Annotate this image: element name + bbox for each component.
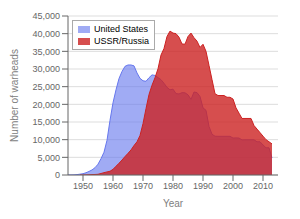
svg-text:2010: 2010 [253,181,273,191]
svg-text:Year: Year [163,198,184,209]
svg-text:Number of warheads: Number of warheads [9,49,20,142]
html-text:USSR/Russia: USSR/Russia [94,36,149,46]
svg-text:35,000: 35,000 [32,47,60,57]
html-text:United States: United States [94,24,148,34]
svg-text:15,000: 15,000 [32,117,60,127]
svg-text:1980: 1980 [163,181,183,191]
svg-text:1950: 1950 [73,181,93,191]
svg-text:25,000: 25,000 [32,82,60,92]
svg-text:5,000: 5,000 [37,153,60,163]
svg-text:1990: 1990 [193,181,213,191]
svg-text:1960: 1960 [103,181,123,191]
svg-text:45,000: 45,000 [32,11,60,21]
svg-text:40,000: 40,000 [32,29,60,39]
svg-text:0: 0 [55,170,60,180]
svg-text:10,000: 10,000 [32,135,60,145]
svg-text:2000: 2000 [223,181,243,191]
svg-text:1970: 1970 [133,181,153,191]
svg-text:30,000: 30,000 [32,64,60,74]
svg-text:20,000: 20,000 [32,100,60,110]
